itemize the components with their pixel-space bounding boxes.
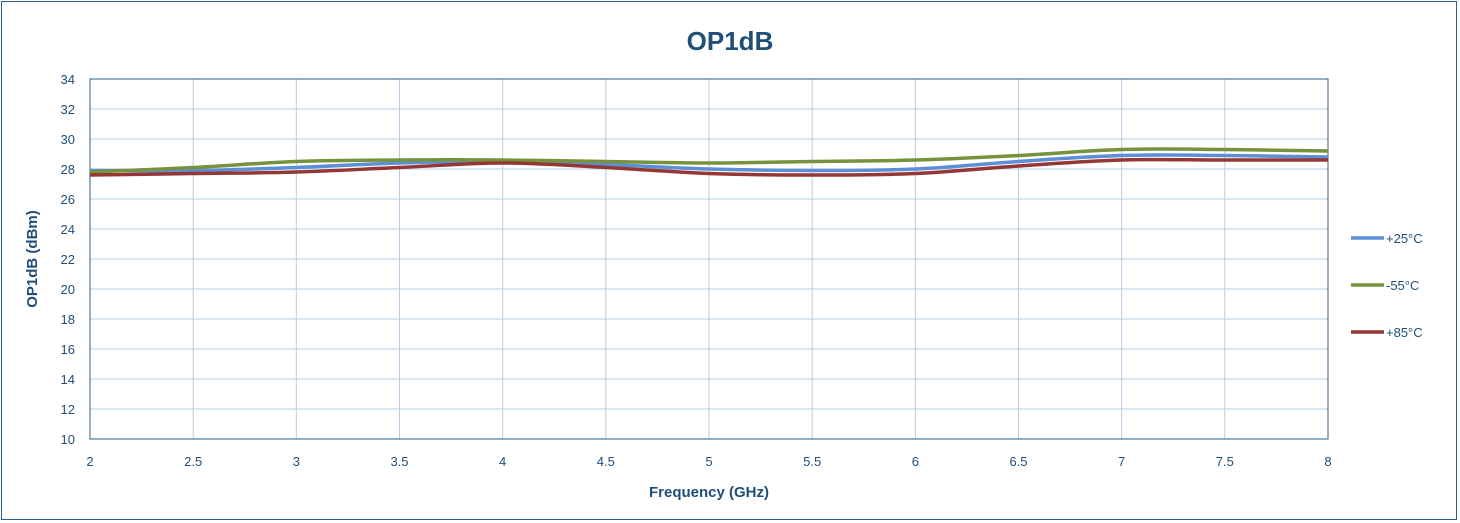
series-line — [89, 147, 1329, 174]
x-tick-label: 4.5 — [597, 454, 615, 469]
x-tick-label: 4 — [499, 454, 506, 469]
y-tick-label: 32 — [61, 102, 75, 117]
y-tick-label: 10 — [61, 432, 75, 447]
x-tick-label: 5 — [705, 454, 712, 469]
x-tick-label: 2 — [86, 454, 93, 469]
legend-label: -55°C — [1386, 278, 1419, 293]
grid-lines — [89, 78, 1329, 440]
y-axis-title: OP1dB (dBm) — [24, 210, 41, 308]
y-tick-label: 16 — [61, 342, 75, 357]
x-tick-label: 3 — [293, 454, 300, 469]
y-tick-label: 12 — [61, 402, 75, 417]
x-tick-label: 2.5 — [184, 454, 202, 469]
x-tick-label: 5.5 — [803, 454, 821, 469]
x-tick-label: 7 — [1118, 454, 1125, 469]
y-tick-label: 26 — [61, 192, 75, 207]
y-tick-label: 28 — [61, 162, 75, 177]
x-tick-label: 6.5 — [1009, 454, 1027, 469]
y-tick-label: 22 — [61, 252, 75, 267]
x-tick-label: 7.5 — [1216, 454, 1234, 469]
plot-area — [89, 78, 1329, 440]
legend: +25°C -55°C +85°C — [1351, 231, 1423, 340]
x-tick-label: 6 — [912, 454, 919, 469]
y-tick-label: 14 — [61, 372, 75, 387]
x-tick-label: 3.5 — [390, 454, 408, 469]
y-tick-label: 34 — [61, 72, 75, 87]
x-tick-labels: 2 2.5 3 3.5 4 4.5 5 5.5 6 6.5 7 7.5 8 — [86, 454, 1331, 469]
series-layer — [89, 147, 1329, 177]
y-tick-labels: 10 12 14 16 18 20 22 24 26 28 30 32 34 — [61, 72, 75, 447]
y-tick-label: 20 — [61, 282, 75, 297]
x-axis-title: Frequency (GHz) — [649, 484, 769, 501]
series-line — [89, 153, 1329, 173]
y-tick-label: 30 — [61, 132, 75, 147]
x-tick-label: 8 — [1324, 454, 1331, 469]
series-line — [89, 157, 1328, 177]
legend-label: +85°C — [1386, 325, 1423, 340]
legend-label: +25°C — [1386, 231, 1423, 246]
y-tick-label: 18 — [61, 312, 75, 327]
y-tick-label: 24 — [61, 222, 75, 237]
chart-title: OP1dB — [687, 26, 774, 56]
